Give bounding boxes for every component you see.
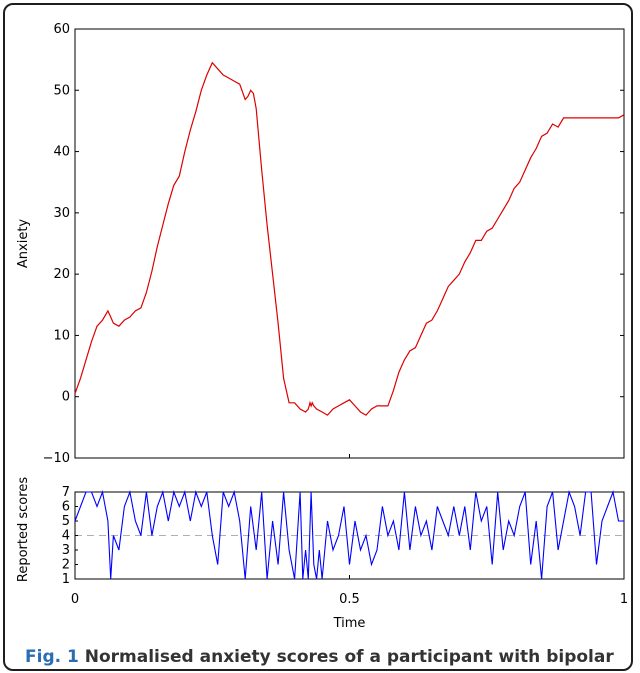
anxiety-ytick-label: 20 [53, 267, 70, 282]
reported-ytick-label: 1 [62, 572, 70, 587]
reported-ytick-label: 4 [62, 529, 70, 544]
figure-label: Fig. 1 [25, 647, 79, 667]
reported-ytick-label: 7 [62, 485, 70, 500]
anxiety-ytick-label: 60 [53, 22, 70, 37]
anxiety-plot-frame [74, 28, 625, 459]
figure-frame: 60 50 40 30 20 10 0 −10 Anxiety 7 6 5 4 3 2 1 0 0.5 1 Repor… [3, 3, 633, 671]
anxiety-ytick-label: 10 [53, 328, 70, 343]
time-xlabel: Time [333, 616, 366, 631]
reported-ytick-label: 6 [62, 500, 70, 515]
reported-ylabel: Reported scores [16, 477, 31, 582]
anxiety-ytick-label: −10 [43, 451, 70, 466]
reported-ytick-label: 5 [62, 514, 70, 529]
anxiety-series-line [74, 61, 625, 416]
anxiety-ytick-label: 50 [53, 83, 70, 98]
reported-series-line [74, 489, 624, 580]
reported-ytick-label: 2 [62, 558, 70, 573]
anxiety-ylabel: Anxiety [16, 219, 31, 269]
reported-ytick-label: 3 [62, 543, 70, 558]
figure-caption: Fig. 1 Normalised anxiety scores of a pa… [25, 647, 631, 667]
reported-xtick-label: 1 [620, 592, 628, 607]
reported-xtick-label: 0 [71, 592, 79, 607]
caption-text: Normalised anxiety scores of a participa… [84, 647, 614, 667]
anxiety-ytick-label: 0 [62, 390, 70, 405]
anxiety-ytick-label: 30 [53, 206, 70, 221]
anxiety-ytick-label: 40 [53, 145, 70, 160]
reported-xtick-label: 0.5 [339, 592, 360, 607]
